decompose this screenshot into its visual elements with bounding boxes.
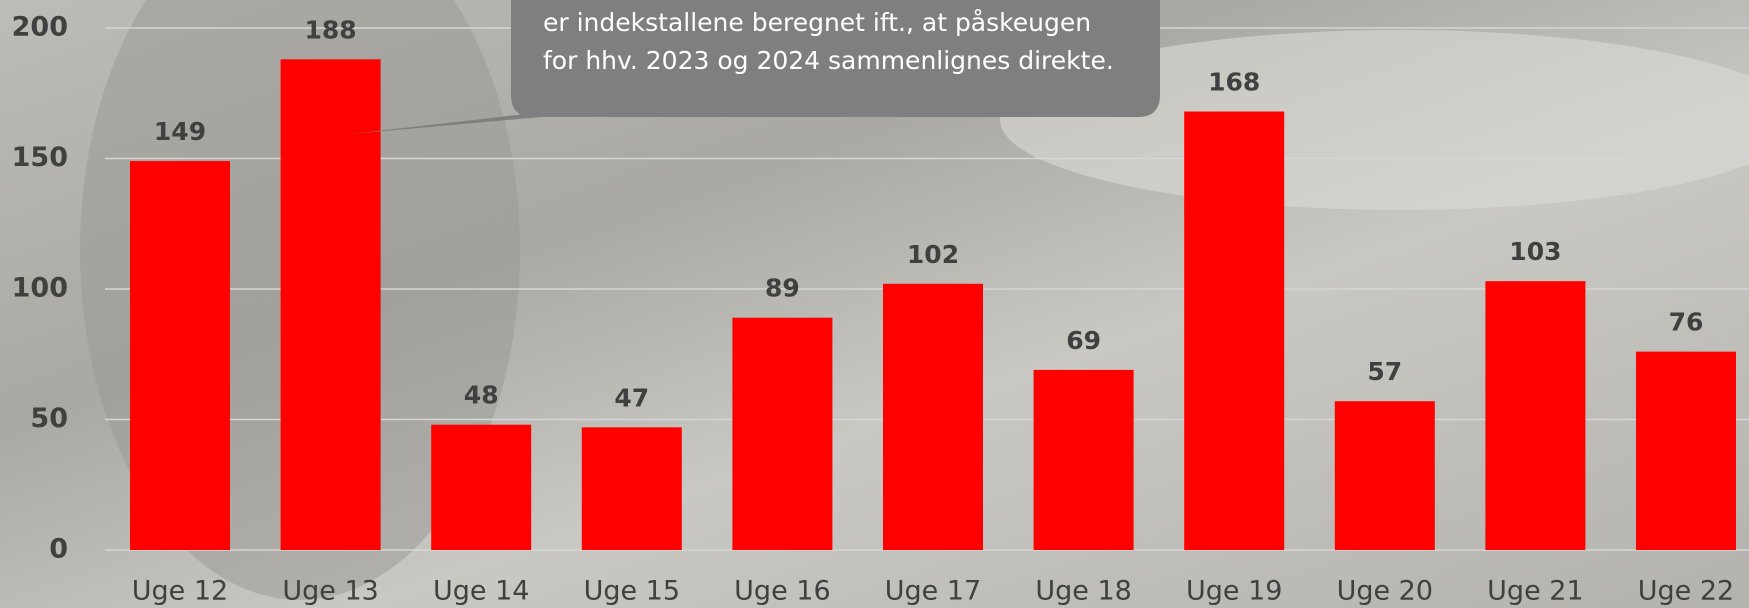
callout-text: er indekstallene beregnet ift., at påske… — [543, 8, 1091, 37]
data-label: 69 — [1066, 326, 1101, 355]
bar — [1335, 401, 1435, 550]
page: {"chart_data": {"type": "bar", "categori… — [0, 0, 1749, 608]
y-tick-label: 0 — [49, 534, 68, 565]
bar — [883, 284, 983, 550]
bar — [1485, 281, 1585, 550]
data-label: 149 — [154, 117, 206, 146]
bar — [1184, 112, 1284, 550]
bar — [130, 161, 230, 550]
bar — [281, 59, 381, 550]
x-tick-label: Uge 15 — [584, 576, 680, 607]
chart: 0 50 100 150 200 Uge 12 149 Uge 13 188 Uge 14 48 U… — [0, 0, 1749, 608]
x-tick-label: Uge 12 — [132, 576, 228, 607]
x-tick-label: Uge 17 — [885, 576, 981, 607]
data-label: 89 — [765, 274, 800, 303]
data-label: 102 — [907, 240, 959, 269]
bar — [1034, 370, 1134, 550]
bar — [431, 425, 531, 550]
y-tick-label: 100 — [12, 273, 68, 304]
x-tick-label: Uge 20 — [1337, 576, 1433, 607]
x-tick-label: Uge 18 — [1035, 576, 1131, 607]
data-label: 168 — [1208, 68, 1260, 97]
data-label: 48 — [464, 381, 499, 410]
x-tick-label: Uge 22 — [1638, 576, 1734, 607]
x-tick-label: Uge 14 — [433, 576, 529, 607]
bar — [1636, 352, 1736, 550]
data-label: 188 — [305, 15, 357, 44]
data-label: 47 — [614, 383, 649, 412]
bar — [732, 318, 832, 550]
x-tick-label: Uge 21 — [1487, 576, 1583, 607]
data-label: 57 — [1367, 357, 1402, 386]
y-tick-label: 150 — [12, 142, 68, 173]
callout-text: for hhv. 2023 og 2024 sammenlignes direk… — [543, 46, 1114, 75]
y-tick-label: 200 — [12, 12, 68, 43]
data-label: 103 — [1509, 237, 1561, 266]
bar — [582, 427, 682, 550]
data-label: 76 — [1669, 308, 1704, 337]
x-tick-label: Uge 16 — [734, 576, 830, 607]
x-tick-label: Uge 13 — [282, 576, 378, 607]
x-tick-label: Uge 19 — [1186, 576, 1282, 607]
y-tick-label: 50 — [30, 403, 68, 434]
